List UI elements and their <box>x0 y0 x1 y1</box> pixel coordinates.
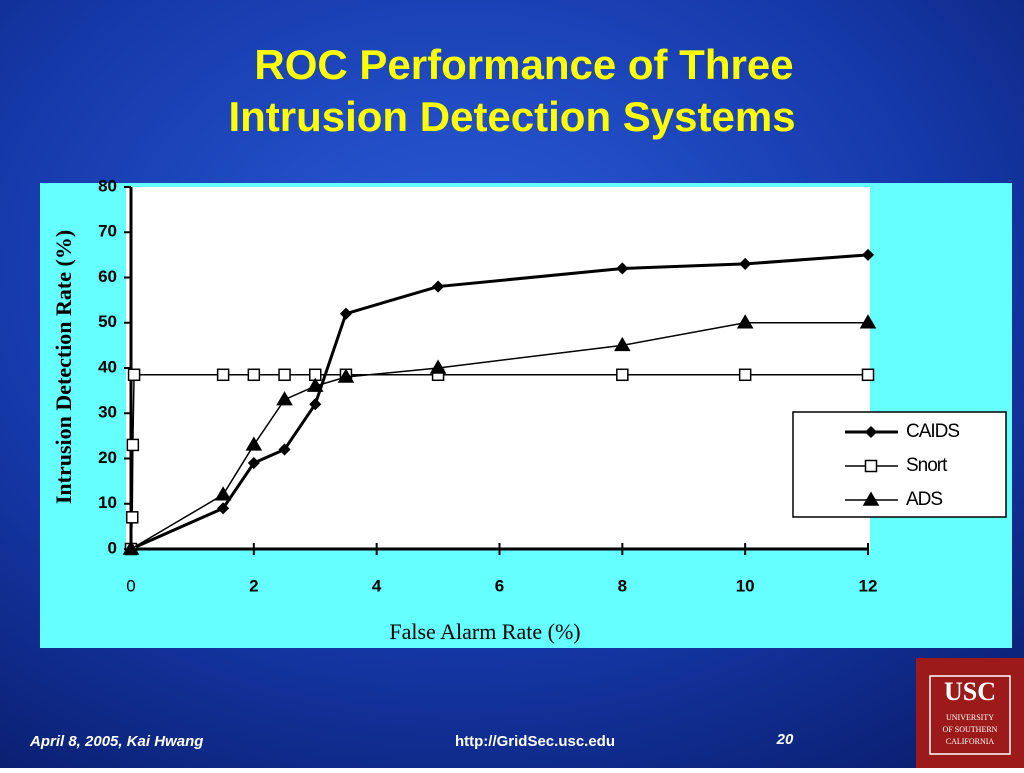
footer-date: April 8, 2005, Kai Hwang <box>29 733 203 750</box>
marker-diamond <box>616 262 629 275</box>
series-line <box>130 253 869 551</box>
marker-square <box>616 368 629 382</box>
marker-diamond <box>339 307 353 320</box>
marker-diamond <box>432 280 445 293</box>
marker-diamond <box>217 502 230 515</box>
y-tick-label: 60 <box>98 267 117 286</box>
marker-diamond <box>247 456 260 470</box>
marker-triangle <box>736 314 754 329</box>
marker-square <box>278 368 291 382</box>
series-line <box>130 322 868 550</box>
marker-square <box>125 511 139 524</box>
marker-triangle <box>337 368 355 383</box>
legend-label: Snort <box>906 455 948 476</box>
slide-title: Intrusion Detection Systems <box>228 93 795 140</box>
marker-square <box>126 438 140 452</box>
plot-area <box>126 187 870 549</box>
y-tick-label: 0 <box>108 538 117 557</box>
legend-label: CAIDS <box>906 421 959 442</box>
marker-square <box>864 459 878 473</box>
marker-triangle <box>245 436 263 451</box>
marker-triangle <box>862 491 880 506</box>
marker-square <box>861 368 875 382</box>
x-tick-label: 6 <box>495 576 504 595</box>
x-tick-label: 12 <box>859 576 878 595</box>
marker-triangle <box>122 540 140 555</box>
marker-square <box>247 368 261 382</box>
x-tick-label: 2 <box>249 576 258 595</box>
slide-title: ROC Performance of Three <box>254 41 793 88</box>
marker-diamond <box>309 398 322 411</box>
marker-square <box>738 368 752 382</box>
marker-diamond <box>739 257 752 270</box>
x-tick-label: 4 <box>372 576 382 595</box>
footer-page: 20 <box>776 731 794 748</box>
x-tick-label: 0 <box>126 576 135 595</box>
marker-triangle <box>429 359 447 374</box>
legend <box>792 411 1007 518</box>
marker-triangle <box>306 377 324 392</box>
marker-diamond <box>864 425 878 439</box>
marker-triangle <box>614 336 631 352</box>
marker-triangle <box>859 314 877 329</box>
x-tick-label: 8 <box>618 576 627 595</box>
logo-text: CALIFORNIA <box>946 737 995 746</box>
y-tick-label: 50 <box>98 312 117 331</box>
logo-text: UNIVERSITY <box>946 713 994 722</box>
y-tick-label: 80 <box>98 176 117 195</box>
y-tick-label: 20 <box>98 448 117 467</box>
legend-label: ADS <box>906 489 942 510</box>
y-tick-label: 40 <box>98 357 117 376</box>
y-axis-label: Intrusion Detection Rate (%) <box>51 230 76 504</box>
logo-frame <box>929 675 1011 755</box>
footer-url: http://GridSec.usc.edu <box>455 733 615 750</box>
marker-triangle <box>276 391 293 406</box>
y-tick-label: 70 <box>98 222 117 241</box>
marker-diamond <box>278 443 291 456</box>
logo-text: USC <box>944 677 996 706</box>
y-tick-label: 10 <box>98 493 117 512</box>
marker-square <box>216 368 230 382</box>
marker-square <box>127 368 141 382</box>
y-tick-label: 30 <box>98 403 117 422</box>
logo-text: OF SOUTHERN <box>943 725 998 734</box>
marker-diamond <box>861 248 875 261</box>
marker-triangle <box>214 486 232 501</box>
x-axis-label: False Alarm Rate (%) <box>389 619 580 644</box>
x-tick-label: 10 <box>736 576 755 595</box>
